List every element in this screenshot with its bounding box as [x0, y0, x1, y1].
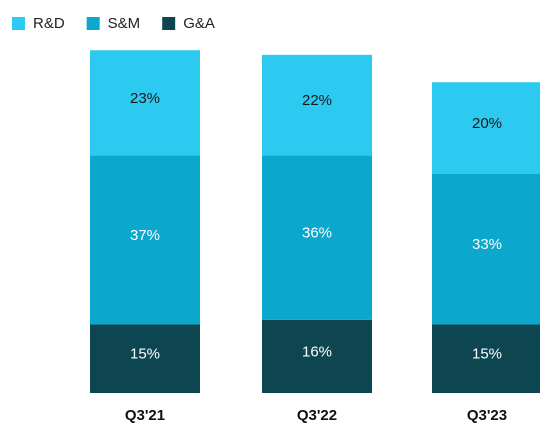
data-label: 15% — [130, 346, 160, 363]
bar-segment — [90, 324, 200, 393]
bar-segment — [262, 319, 372, 393]
legend-swatch — [12, 17, 25, 30]
bar-segment — [262, 54, 372, 156]
bar-segment — [90, 50, 200, 156]
legend-swatch — [162, 17, 176, 30]
data-label: 15% — [472, 346, 502, 363]
data-label: 33% — [472, 236, 502, 253]
data-label: 20% — [472, 115, 502, 132]
x-tick-label: Q3'21 — [125, 407, 165, 424]
bar-segment — [432, 82, 540, 174]
data-label: 37% — [130, 227, 160, 244]
legend-swatch — [86, 17, 100, 30]
bar-segment — [432, 173, 540, 325]
bar-segment — [432, 324, 540, 393]
x-tick-label: Q3'23 — [467, 407, 507, 424]
data-label: 23% — [130, 90, 160, 107]
bar-segment — [90, 155, 200, 325]
legend-label: S&M — [108, 15, 141, 32]
x-tick-label: Q3'22 — [297, 407, 337, 424]
data-label: 36% — [302, 225, 332, 242]
legend-label: R&D — [33, 15, 65, 32]
legend-label: G&A — [183, 15, 215, 32]
data-label: 16% — [302, 343, 332, 360]
data-label: 22% — [302, 92, 332, 109]
bar-segment — [262, 155, 372, 320]
